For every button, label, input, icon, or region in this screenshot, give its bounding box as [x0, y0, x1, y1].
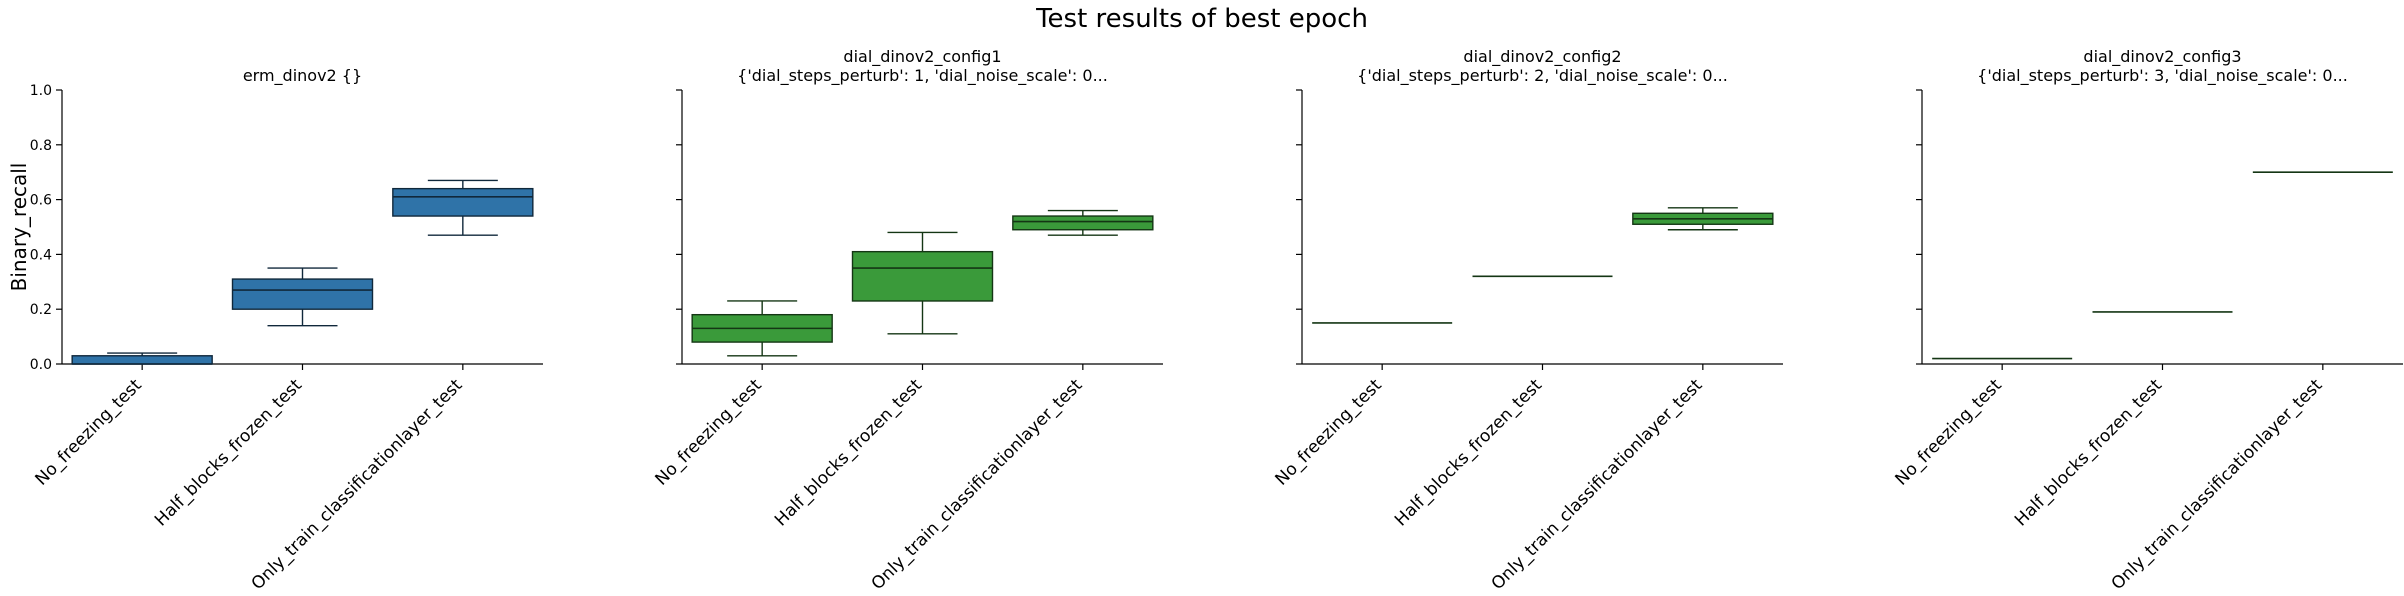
y-tick-label: 0.4	[30, 247, 52, 263]
panel-title-line2: {'dial_steps_perturb': 3, 'dial_noise_sc…	[1977, 66, 2348, 86]
panel-4: dial_dinov2_config3{'dial_steps_perturb'…	[1892, 47, 2403, 594]
panel-2: dial_dinov2_config1{'dial_steps_perturb'…	[652, 47, 1163, 594]
x-tick-label: No_freezing_test	[1272, 375, 1386, 489]
panel-1: erm_dinov2 {} 0.0 0.2 0.4 0.6 0.8 1.0 Binary_re…	[7, 66, 543, 594]
y-tick-label: 0.0	[30, 357, 52, 373]
box-3	[392, 179, 534, 236]
box-3	[1632, 207, 1774, 231]
x-tick-label: No_freezing_test	[652, 375, 766, 489]
panel-title-line1: dial_dinov2_config1	[843, 47, 1001, 67]
y-tick-label: 0.8	[30, 138, 52, 154]
box-body	[851, 250, 994, 302]
box-1	[71, 352, 213, 365]
panel-title-line2: {'dial_steps_perturb': 1, 'dial_noise_sc…	[737, 66, 1108, 86]
y-tick-label: 1.0	[30, 83, 52, 99]
panel-title-line1: dial_dinov2_config3	[2083, 47, 2241, 67]
box-body	[392, 187, 534, 217]
box-body	[71, 355, 213, 365]
figure-title: Test results of best epoch	[1036, 4, 1368, 34]
box-3	[1012, 209, 1154, 236]
y-axis-label: Binary_recall	[7, 163, 31, 292]
panel-title: erm_dinov2 {}	[243, 66, 362, 86]
x-tick-label: No_freezing_test	[32, 375, 146, 489]
x-tick-label: No_freezing_test	[1892, 375, 2006, 489]
panel-title-line1: dial_dinov2_config2	[1463, 47, 1621, 67]
x-tick-label: Half_blocks_frozen_test	[1391, 375, 1546, 530]
box-1	[691, 300, 833, 357]
box-body	[231, 278, 374, 310]
y-tick-label: 0.2	[30, 302, 52, 318]
y-tick-label: 0.6	[30, 193, 52, 209]
panel-title-line2: {'dial_steps_perturb': 2, 'dial_noise_sc…	[1357, 66, 1728, 86]
x-tick-label: Half_blocks_frozen_test	[2011, 375, 2166, 530]
x-tick-label: Half_blocks_frozen_test	[771, 375, 926, 530]
panel-3: dial_dinov2_config2{'dial_steps_perturb'…	[1272, 47, 1783, 594]
box-body	[1012, 215, 1154, 231]
box-2	[231, 267, 374, 327]
box-2	[851, 231, 994, 335]
x-tick-label: Half_blocks_frozen_test	[151, 375, 306, 530]
